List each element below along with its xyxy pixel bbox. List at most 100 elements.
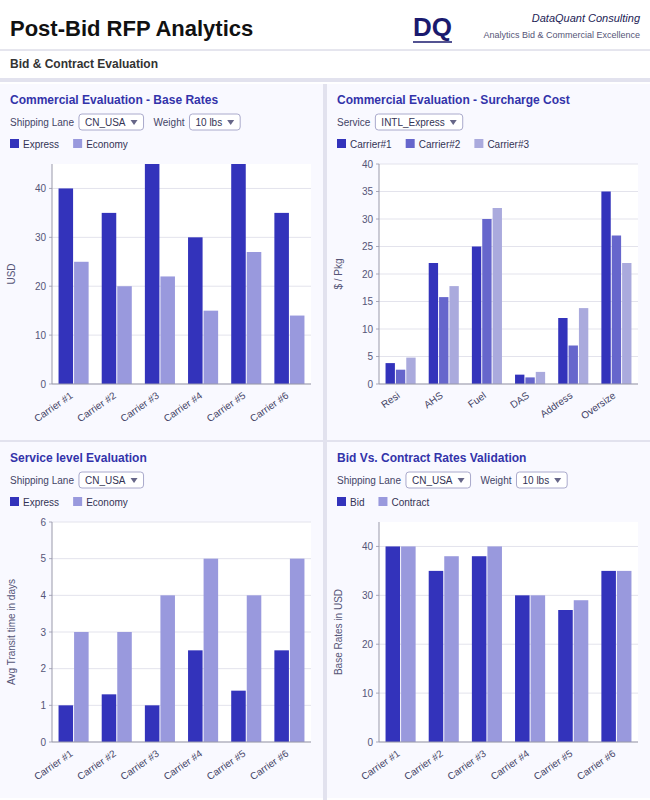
- filter-label: Shipping Lane: [337, 475, 401, 486]
- filter-label: Shipping Lane: [10, 475, 74, 486]
- y-tick-label: 25: [362, 241, 374, 252]
- x-tick-label: Carrier #4: [161, 389, 204, 424]
- page-subtitle: Bid & Contract Evaluation: [10, 57, 158, 71]
- grid-line: [379, 191, 638, 192]
- grid-line: [52, 558, 311, 559]
- bar: [396, 370, 405, 384]
- y-axis-line: [52, 164, 53, 384]
- y-axis-line: [379, 164, 380, 384]
- filter-box: [406, 472, 471, 488]
- grid-line: [379, 595, 638, 596]
- filter-value: 10 lbs: [522, 475, 549, 486]
- divider: [0, 440, 650, 442]
- chart-panel: Commercial Evaluation - Surcharge CostSe…: [327, 84, 650, 440]
- bar: [102, 213, 117, 384]
- bar: [290, 316, 305, 384]
- x-tick-label: Carrier #1: [359, 747, 402, 782]
- x-axis-line: [52, 742, 311, 743]
- bar: [472, 247, 481, 385]
- y-tick-label: 35: [362, 186, 374, 197]
- bar: [574, 600, 589, 742]
- x-tick-label: Carrier #2: [402, 747, 445, 782]
- grid-line: [52, 705, 311, 706]
- legend-label: Carrier#1: [350, 139, 392, 150]
- y-tick-label: 15: [362, 296, 374, 307]
- grid-line: [379, 274, 638, 275]
- dropdown-arrow: [554, 478, 561, 483]
- panel-background: [327, 442, 650, 798]
- bar: [622, 263, 631, 384]
- legend-swatch: [337, 497, 346, 506]
- grid-line: [52, 668, 311, 669]
- grid-line: [52, 522, 311, 523]
- y-tick-label: 40: [362, 159, 374, 170]
- grid-line: [52, 188, 311, 189]
- bar: [493, 208, 502, 384]
- x-axis-line: [379, 384, 638, 385]
- bar: [117, 632, 132, 742]
- company-name: DataQuant Consulting: [532, 12, 641, 24]
- legend-swatch: [73, 497, 82, 506]
- bar: [117, 286, 132, 384]
- grid-line: [379, 546, 638, 547]
- chart-title: Commercial Evaluation - Surcharge Cost: [337, 93, 570, 107]
- x-tick-label: Carrier #6: [248, 389, 291, 424]
- bars: [386, 546, 632, 742]
- y-tick-label: 3: [40, 627, 46, 638]
- company-tagline: Analytics Bid & Commercial Excellence: [483, 30, 640, 40]
- bar: [429, 571, 444, 742]
- bar: [487, 546, 502, 742]
- filter-value: CN_USA: [412, 475, 453, 486]
- chart-title: Commercial Evaluation - Base Rates: [10, 93, 218, 107]
- bar: [515, 595, 530, 742]
- x-tick-label: Carrier #1: [32, 389, 75, 424]
- y-tick-label: 10: [35, 330, 47, 341]
- chart-panel: Commercial Evaluation - Base RatesShippi…: [0, 84, 323, 440]
- filter-box: [375, 114, 462, 130]
- y-tick-label: 10: [362, 688, 374, 699]
- bar: [74, 262, 89, 384]
- bar: [558, 610, 573, 742]
- y-axis-label: Avg Transit time in days: [6, 579, 17, 685]
- bar: [247, 252, 262, 384]
- y-tick-label: 6: [40, 517, 46, 528]
- dashboard: Post-Bid RFP Analytics DQ DataQuant Consul…: [0, 0, 650, 800]
- grid-line: [52, 335, 311, 336]
- grid-line: [379, 246, 638, 247]
- filter-box: [79, 114, 144, 130]
- x-tick-label: Carrier #6: [248, 747, 291, 782]
- dropdown-arrow: [458, 478, 465, 483]
- dropdown-arrow: [227, 120, 234, 125]
- y-axis-line: [52, 522, 53, 742]
- filter-value: INTL_Express: [381, 117, 444, 128]
- y-tick-label: 5: [40, 553, 46, 564]
- bar: [74, 632, 89, 742]
- y-tick-label: 30: [35, 232, 47, 243]
- filter-box: [189, 114, 240, 130]
- y-tick-label: 30: [362, 590, 374, 601]
- grid-line: [52, 286, 311, 287]
- x-tick-label: Carrier #2: [75, 389, 118, 424]
- bar: [59, 705, 74, 742]
- legend-label: Contract: [391, 497, 429, 508]
- page-title: Post-Bid RFP Analytics: [10, 16, 253, 41]
- dropdown-arrow: [131, 478, 138, 483]
- bar: [160, 276, 175, 384]
- grid-line: [52, 384, 311, 385]
- legend-label: Carrier#3: [487, 139, 529, 150]
- bar: [601, 571, 616, 742]
- y-tick-label: 20: [35, 281, 47, 292]
- bar: [444, 556, 459, 742]
- grid-line: [379, 219, 638, 220]
- y-tick-label: 20: [362, 269, 374, 280]
- x-tick-label: DAS: [508, 389, 531, 410]
- y-tick-label: 40: [362, 541, 374, 552]
- bar: [290, 559, 305, 742]
- bar: [188, 650, 203, 742]
- logo: DQ: [413, 12, 452, 42]
- y-axis-label: USD: [6, 263, 17, 284]
- grid-line: [379, 742, 638, 743]
- y-tick-label: 0: [367, 379, 373, 390]
- bar: [59, 188, 74, 384]
- grid-line: [379, 301, 638, 302]
